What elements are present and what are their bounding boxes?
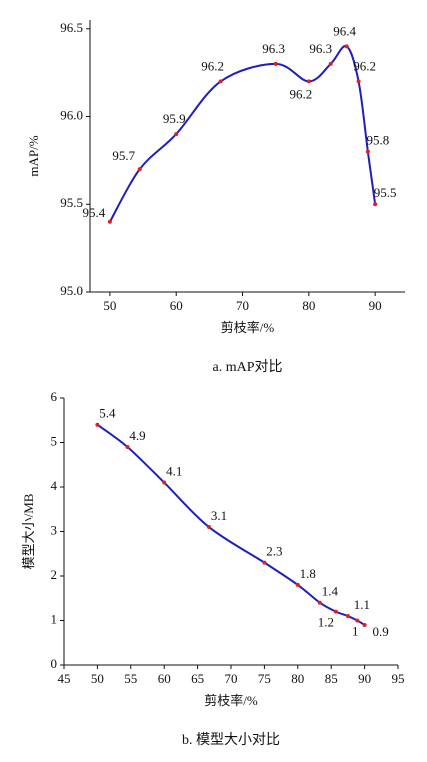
data-label: 2.3 [266,544,282,559]
x-tick-label: 50 [103,298,116,313]
point [218,79,223,84]
point [373,202,378,207]
x-tick-label: 90 [369,298,382,313]
x-tick-label: 90 [358,671,371,686]
x-axis-title: 剪枝率/% [221,320,275,335]
x-tick-label: 75 [258,671,271,686]
x-tick-label: 80 [302,298,315,313]
data-label: 95.4 [83,205,106,220]
point [355,618,360,623]
x-tick-label: 85 [325,671,338,686]
y-tick-label: 5 [51,433,58,448]
data-label: 5.4 [99,406,116,421]
data-label: 96.2 [289,86,312,101]
point [95,422,100,427]
point [362,622,367,627]
y-axis-title: 模型大小/MB [21,493,36,569]
point [317,600,322,605]
data-label: 4.1 [166,464,182,479]
y-tick-label: 3 [51,522,58,537]
x-tick-label: 60 [170,298,183,313]
x-tick-label: 55 [124,671,137,686]
y-tick-label: 2 [51,567,58,582]
data-label: 96.3 [309,41,332,56]
data-label: 96.3 [262,41,285,56]
data-label: 1.4 [322,584,339,599]
x-tick-label: 95 [392,671,405,686]
data-label: 95.8 [366,133,389,148]
data-label: 1.8 [300,566,316,581]
x-tick-label: 65 [191,671,204,686]
data-label: 95.9 [163,111,186,126]
point [174,132,179,137]
y-tick-label: 96.5 [60,20,83,35]
data-label: 0.9 [372,624,388,639]
point [206,525,211,530]
y-tick-label: 95.5 [60,195,83,210]
x-axis-title: 剪枝率/% [204,693,258,708]
x-tick-label: 70 [225,671,238,686]
caption: a. mAP对比 [213,359,283,375]
point [137,167,142,172]
data-label: 95.5 [374,185,397,200]
y-tick-label: 96.0 [60,108,83,123]
data-label: 3.1 [211,508,227,523]
data-label: 1.1 [354,597,370,612]
data-label: 96.4 [333,23,356,38]
x-tick-label: 70 [236,298,249,313]
point [344,44,349,49]
data-label: 96.2 [201,58,224,73]
point [162,480,167,485]
point [306,79,311,84]
y-tick-label: 1 [51,611,58,626]
line [109,44,377,223]
x-tick-label: 45 [58,671,71,686]
x-tick-label: 60 [158,671,171,686]
x-tick-label: 80 [291,671,304,686]
data-label: 4.9 [129,428,145,443]
point [356,79,361,84]
point [365,149,370,154]
point [273,61,278,66]
point [295,582,300,587]
point [125,444,130,449]
data-label: 1 [352,623,359,638]
point [345,614,350,619]
point [107,219,112,224]
data-label: 1.2 [318,615,334,630]
data-label: 96.2 [353,58,376,73]
point [262,560,267,565]
point [328,61,333,66]
y-tick-label: 0 [51,656,58,671]
data-label: 95.7 [112,148,135,163]
y-tick-label: 95.0 [60,283,83,298]
y-tick-label: 6 [51,389,58,404]
x-tick-label: 50 [91,671,104,686]
y-axis-title: mAP/% [26,135,41,176]
point [333,609,338,614]
y-tick-label: 4 [51,478,58,493]
caption: b. 模型大小对比 [182,732,280,748]
